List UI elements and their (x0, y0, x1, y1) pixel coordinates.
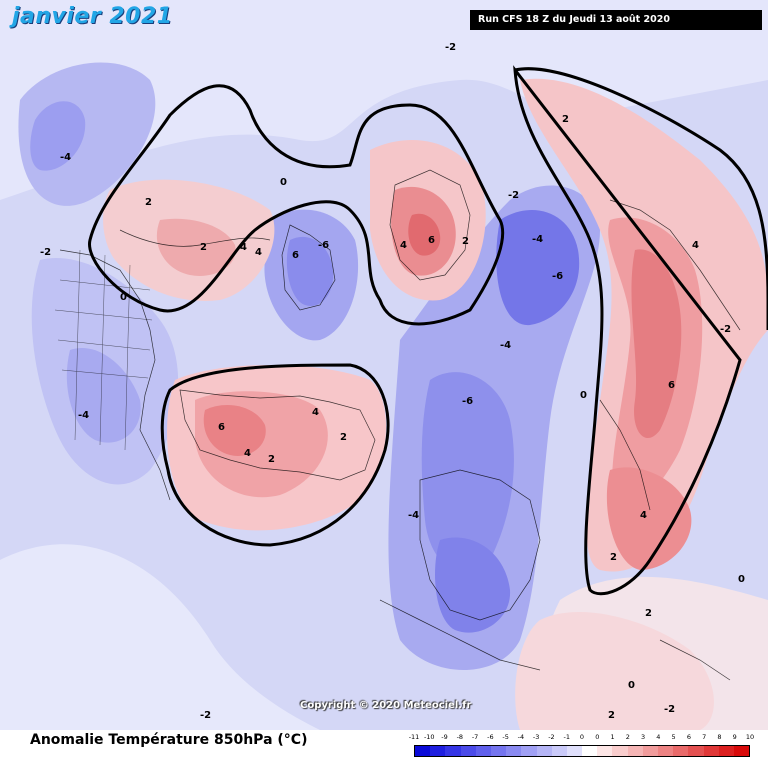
scale-tick-label: 7 (702, 733, 707, 741)
contour-label: -2 (508, 190, 519, 201)
scale-tick-label: 5 (671, 733, 676, 741)
contour-label: 4 (244, 448, 251, 459)
contour-label: -6 (552, 271, 563, 282)
scale-tick-label: 8 (717, 733, 722, 741)
scale-tick-label: 9 (732, 733, 737, 741)
scale-swatch (506, 746, 522, 756)
contour-label: 6 (218, 422, 225, 433)
scale-swatch (521, 746, 537, 756)
contour-label: -2 (664, 704, 675, 715)
contour-label: 2 (645, 608, 652, 619)
scale-tick-label: -4 (517, 733, 525, 741)
scale-swatch (703, 746, 719, 756)
scale-tick-label: -6 (487, 733, 494, 741)
scale-swatch (430, 746, 446, 756)
scale-swatch (445, 746, 461, 756)
run-info: Run CFS 18 Z du Jeudi 13 août 2020 (470, 10, 762, 30)
scale-swatch (718, 746, 734, 756)
scale-swatch (612, 746, 628, 756)
map-canvas: -4 -2 0 2 4 6 -6 2 4 -2 0 -4 6 4 2 -6 -4… (0, 0, 768, 730)
contour-label: 2 (462, 236, 469, 247)
contour-label: 4 (400, 240, 407, 251)
scale-swatch (642, 746, 658, 756)
contour-label: -2 (200, 710, 211, 721)
contour-label: 0 (738, 574, 745, 585)
scale-bar (414, 745, 750, 757)
map-title: Anomalie Température 850hPa (°C) (30, 732, 308, 748)
contour-labels: -4 -2 0 2 4 6 -6 2 4 -2 0 -4 6 4 2 -6 -4… (40, 42, 745, 721)
scale-tick-label: 2 (625, 733, 630, 741)
scale-swatch (536, 746, 552, 756)
anomaly-map: -4 -2 0 2 4 6 -6 2 4 -2 0 -4 6 4 2 -6 -4… (0, 0, 768, 730)
scale-tick-label: 6 (686, 733, 691, 741)
scale-tick-label: 0 (595, 733, 600, 741)
contour-label: 2 (610, 552, 617, 563)
contour-label: -4 (78, 410, 89, 421)
scale-tick-label: -9 (441, 733, 448, 741)
contour-label: 0 (628, 680, 635, 691)
scale-swatch (460, 746, 476, 756)
scale-swatch (733, 746, 750, 756)
scale-tick-label: -1 (563, 733, 570, 741)
contour-label: 2 (608, 710, 615, 721)
scale-swatch (415, 746, 431, 756)
scale-tick-label: -7 (471, 733, 479, 741)
contour-label: 4 (692, 240, 699, 251)
month-title: janvier 2021 (12, 4, 173, 29)
contour-label: -2 (40, 247, 51, 258)
contour-label: -4 (408, 510, 419, 521)
color-scale: -11 -10 -9 -8 -7 -6 -5 -4 -3 -2 -1 0 0 1 2 3 4 5 6 7 8 9 10 (409, 733, 754, 763)
scale-swatch (475, 746, 491, 756)
scale-tick-label: 4 (656, 733, 661, 741)
contour-label: -6 (318, 240, 329, 251)
scale-swatch (627, 746, 643, 756)
scale-tick-label: -11 (408, 733, 420, 741)
contour-label: 2 (340, 432, 347, 443)
scale-swatch (566, 746, 583, 756)
contour-label: -2 (720, 324, 731, 335)
contour-label: -2 (445, 42, 456, 53)
scale-tick-label: -3 (532, 733, 540, 741)
scale-tick-label: -10 (423, 733, 435, 741)
contour-label: -6 (462, 396, 473, 407)
contour-label: -4 (500, 340, 511, 351)
scale-tick-label: 1 (610, 733, 615, 741)
copyright: Copyright © 2020 Meteociel.fr (300, 700, 472, 711)
contour-label: -4 (60, 152, 71, 163)
contour-label: 2 (562, 114, 569, 125)
contour-label: 6 (292, 250, 299, 261)
scale-swatch (490, 746, 507, 756)
scale-swatch (673, 746, 689, 756)
scale-swatch (582, 746, 598, 756)
scale-labels: -11 -10 -9 -8 -7 -6 -5 -4 -3 -2 -1 0 0 1 2 3 4 5 6 7 8 9 10 (409, 733, 754, 745)
scale-swatch (658, 746, 674, 756)
contour-label: 2 (268, 454, 275, 465)
scale-tick-label: -8 (456, 733, 464, 741)
scale-swatch (597, 746, 613, 756)
contour-label: 4 (255, 247, 262, 258)
scale-swatch (551, 746, 567, 756)
contour-label: 0 (120, 292, 127, 303)
contour-label: 4 (312, 407, 319, 418)
contour-label: 0 (580, 390, 587, 401)
contour-label: 6 (668, 380, 675, 391)
contour-label: 6 (428, 235, 435, 246)
contour-label: 0 (280, 177, 287, 188)
scale-tick-label: -5 (502, 733, 509, 741)
contour-label: 2 (200, 242, 207, 253)
scale-tick-label: 3 (641, 733, 646, 741)
contour-label: 4 (640, 510, 647, 521)
scale-swatch (688, 746, 704, 756)
scale-tick-label: -2 (548, 733, 555, 741)
scale-tick-label: 0 (579, 733, 585, 741)
contour-label: 4 (240, 242, 247, 253)
scale-tick-label: 10 (745, 733, 755, 741)
contour-label: 2 (145, 197, 152, 208)
contour-label: -4 (532, 234, 543, 245)
